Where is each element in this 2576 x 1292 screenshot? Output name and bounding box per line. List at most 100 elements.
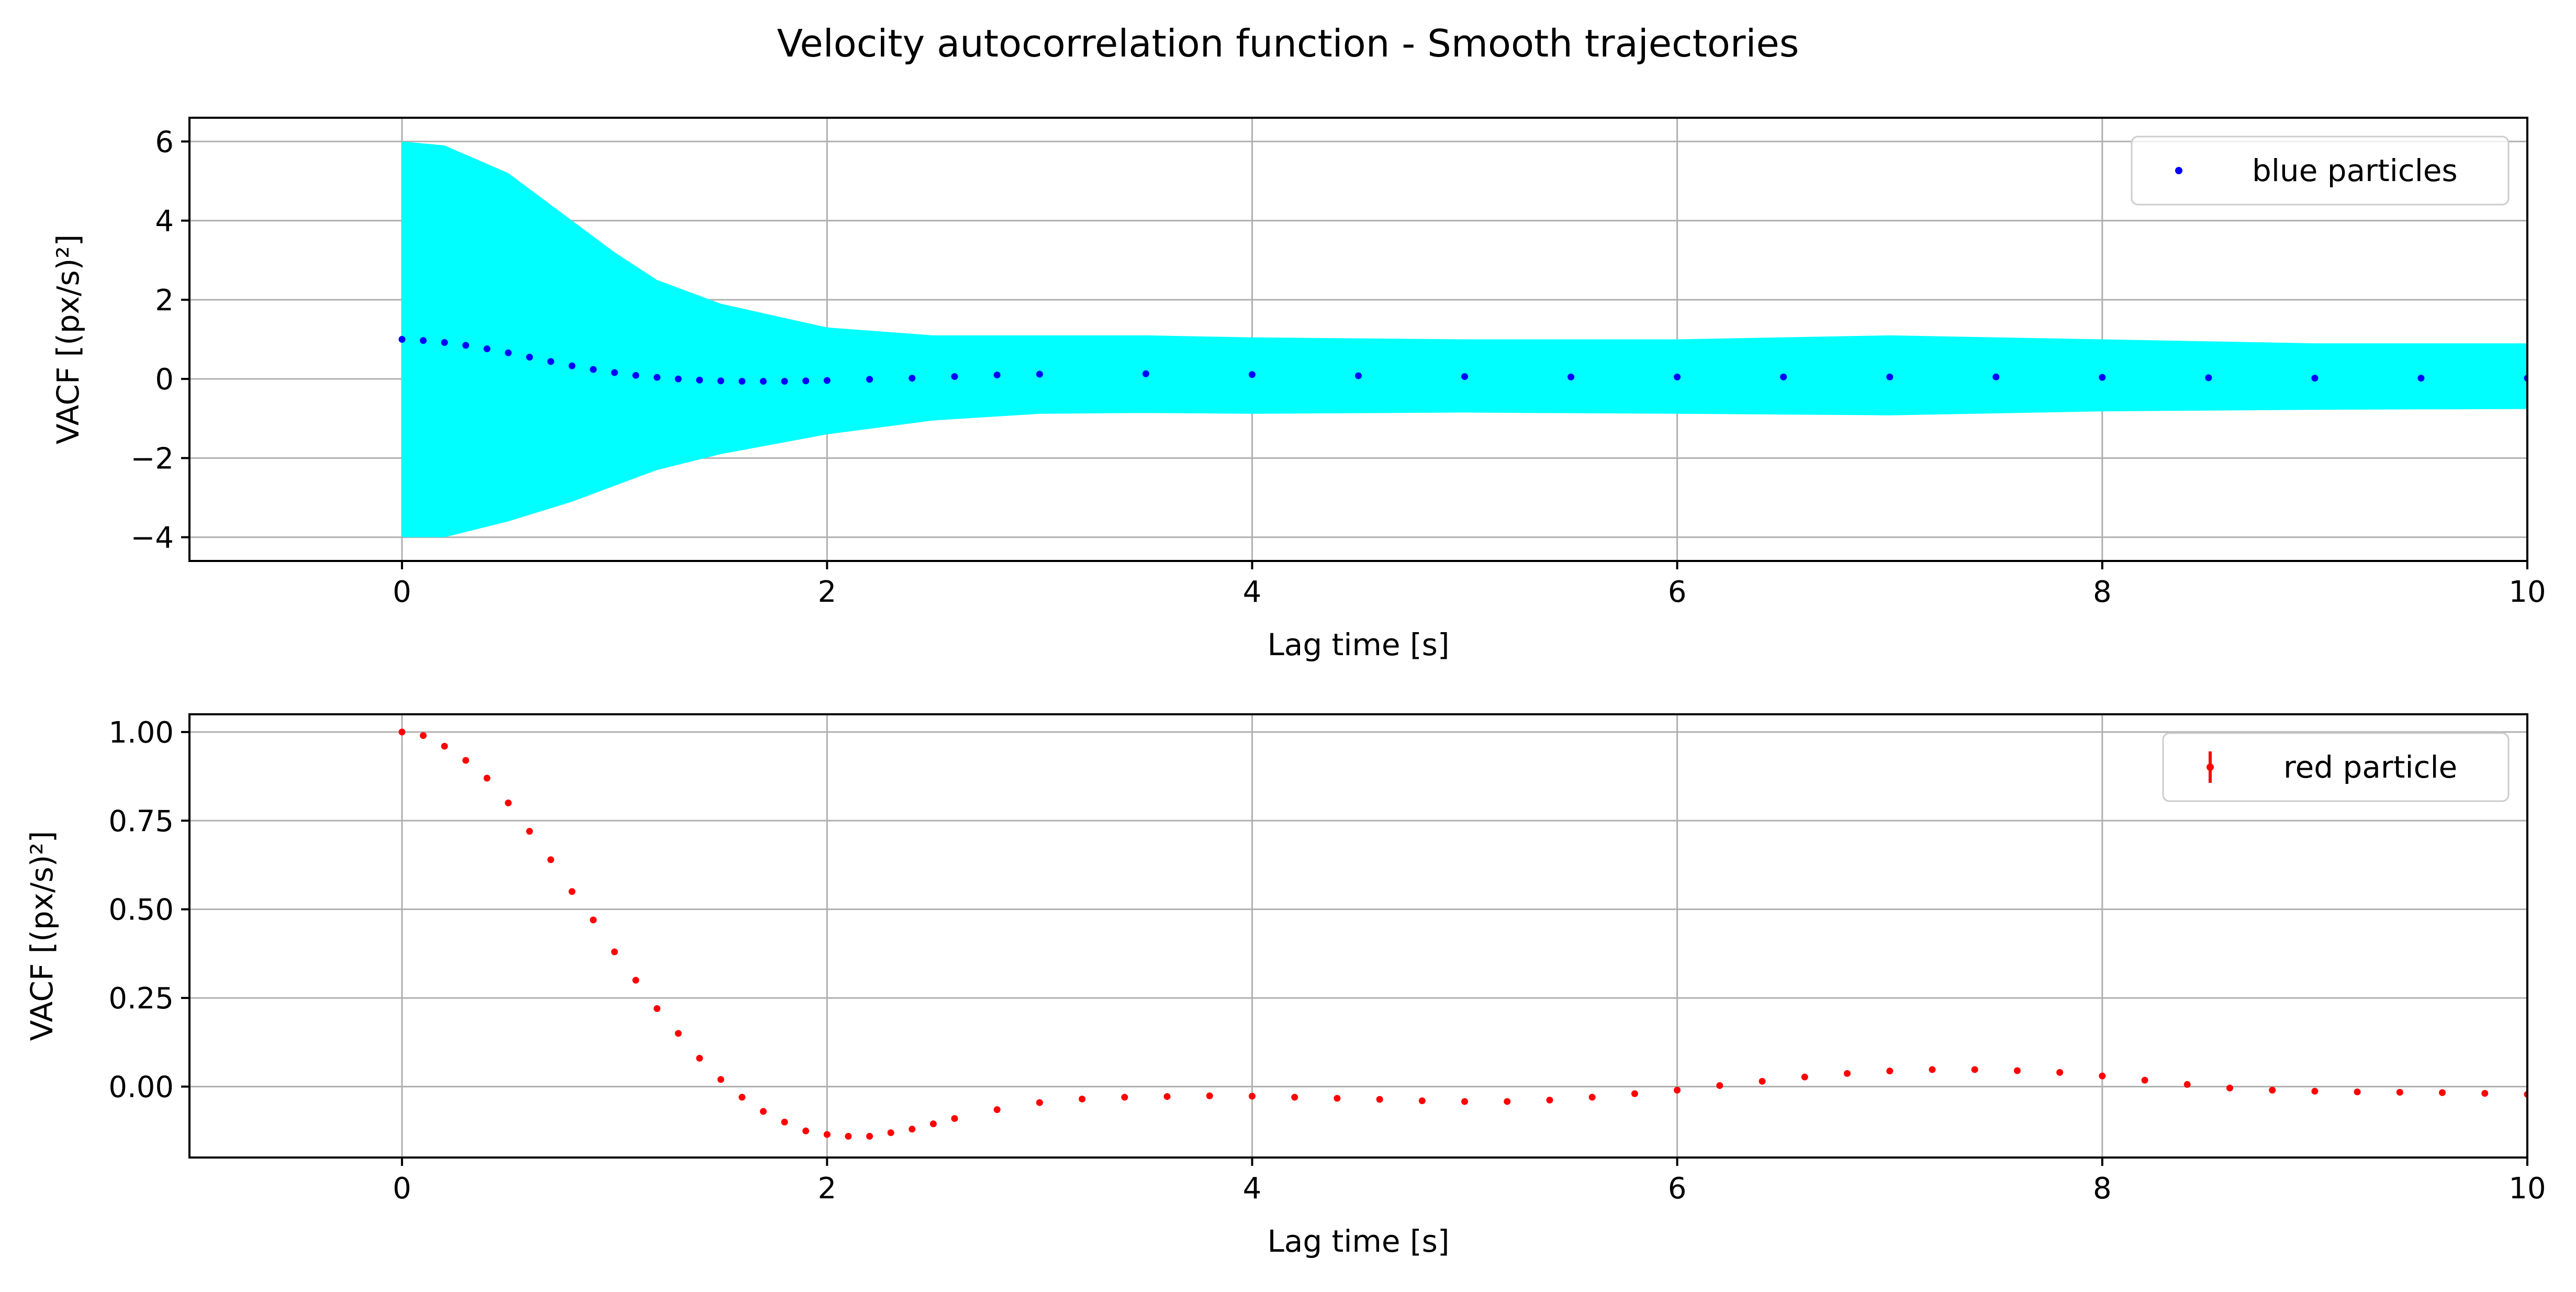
data-point (1334, 1095, 1341, 1102)
x-tick-label: 2 (817, 1172, 836, 1206)
data-point (568, 362, 576, 369)
data-point (717, 377, 724, 385)
data-point (1780, 373, 1787, 380)
data-point (1929, 1066, 1936, 1073)
y-tick-label: −2 (130, 442, 174, 476)
data-point (1163, 1093, 1171, 1100)
data-point (1291, 1094, 1298, 1101)
data-point (1801, 1073, 1808, 1081)
data-point (2311, 1087, 2319, 1095)
data-point (738, 1094, 746, 1101)
data-point (802, 1127, 810, 1134)
y-tick-label: −4 (130, 521, 174, 555)
x-tick-label: 8 (2093, 575, 2112, 609)
figure-title: Velocity autocorrelation function - Smoo… (777, 21, 1799, 65)
data-point (484, 774, 491, 782)
data-point (929, 1120, 937, 1128)
data-point (2226, 1084, 2233, 1092)
data-point (2417, 375, 2425, 382)
error-band (402, 141, 2527, 537)
data-point (1631, 1090, 1638, 1097)
data-point (675, 1030, 682, 1037)
data-point (823, 1131, 831, 1138)
data-point (1886, 373, 1894, 380)
data-point (547, 358, 554, 365)
data-point (717, 1076, 724, 1083)
data-point (526, 354, 533, 361)
data-point (1248, 1093, 1256, 1100)
x-axis-label: Lag time [s] (1267, 1223, 1449, 1259)
data-point (909, 1126, 916, 1133)
y-tick-label: 0 (155, 363, 174, 397)
data-point (1142, 370, 1149, 377)
legend-box (2131, 136, 2510, 206)
data-point (781, 1118, 788, 1126)
data-point (675, 375, 682, 383)
data-point (993, 1106, 1001, 1114)
data-point (2439, 1089, 2446, 1096)
data-point (845, 1132, 852, 1140)
y-tick-label: 0.50 (108, 893, 174, 927)
data-point (759, 1108, 767, 1115)
data-point (1079, 1095, 1086, 1103)
data-point (696, 1054, 703, 1062)
data-point (632, 976, 640, 984)
data-point (781, 378, 788, 385)
data-point (759, 378, 767, 385)
data-point (909, 375, 916, 382)
data-point (2311, 375, 2319, 382)
data-point (547, 856, 554, 863)
data-point (2354, 1088, 2361, 1096)
data-point (398, 728, 406, 736)
data-point (1567, 373, 1575, 380)
data-point (653, 374, 660, 381)
x-tick-label: 0 (393, 575, 411, 609)
data-point (866, 376, 873, 383)
data-point (590, 916, 597, 924)
data-point (696, 376, 703, 384)
data-point (1674, 1086, 1681, 1094)
y-tick-label: 1.00 (108, 716, 174, 750)
data-point (993, 372, 1001, 379)
data-point (420, 337, 427, 344)
data-point (2183, 1081, 2191, 1088)
y-axis-label: VACF [(px/s)²] (24, 831, 60, 1041)
plot-area (398, 141, 2527, 537)
data-point (1036, 1099, 1043, 1106)
legend-marker (2175, 167, 2182, 174)
data-point (526, 828, 533, 835)
data-point (951, 1115, 958, 1122)
data-point (568, 888, 576, 895)
data-point (2013, 1067, 2021, 1074)
data-point (1716, 1082, 1723, 1089)
subplot-blue-particles: 0 2 4 6 8 10 −4 −2 0 2 4 6 Lag time [s] VACF [(px/s)²… (50, 117, 2546, 662)
data-point (420, 732, 427, 739)
data-point (1546, 1096, 1553, 1104)
data-point (2481, 1089, 2489, 1097)
data-point (2099, 374, 2106, 381)
legend-box (2162, 732, 2510, 802)
data-point (2205, 374, 2212, 381)
y-tick-label: 0.75 (108, 804, 174, 838)
data-point (1036, 370, 1043, 378)
y-axis-label: VACF [(px/s)²] (50, 234, 86, 445)
plot-area (398, 728, 2527, 1140)
data-point (611, 369, 618, 376)
data-point (1461, 1098, 1469, 1105)
data-point (1206, 1092, 1213, 1099)
data-point (590, 366, 597, 373)
x-tick-label: 8 (2093, 1172, 2112, 1206)
axes-frame (188, 117, 2528, 562)
x-axis-label: Lag time [s] (1267, 627, 1449, 662)
data-point (2269, 1086, 2276, 1094)
data-point (887, 1129, 894, 1137)
data-point (951, 373, 958, 380)
data-point (823, 377, 831, 384)
x-tick-label: 6 (1668, 575, 1687, 609)
data-point (1674, 373, 1681, 380)
axes-frame (188, 713, 2528, 1159)
data-point (1121, 1094, 1128, 1101)
data-point (1971, 1066, 1978, 1073)
data-point (1588, 1094, 1596, 1101)
